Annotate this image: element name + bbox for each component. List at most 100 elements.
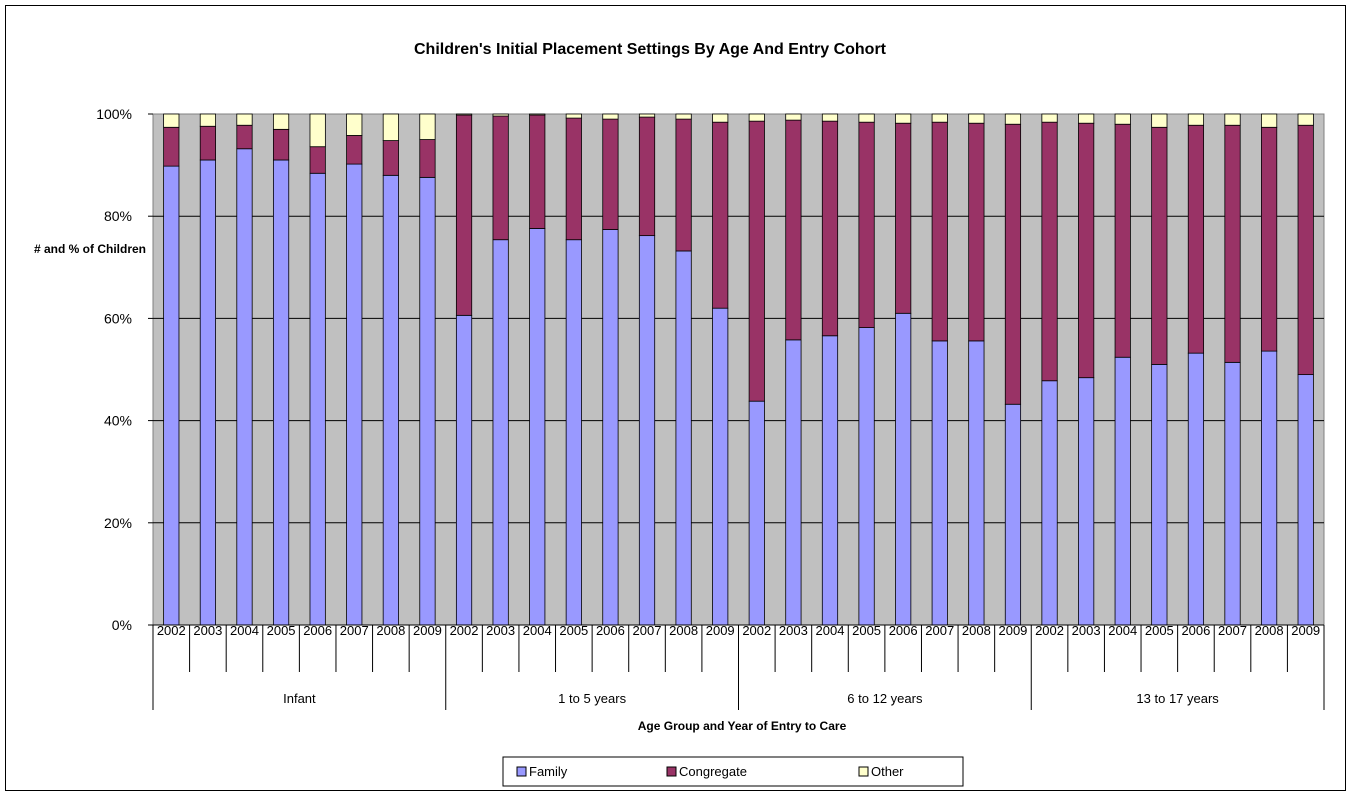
x-group-label: Infant	[283, 691, 316, 706]
x-group-label: 1 to 5 years	[558, 691, 626, 706]
bar-congregate	[748, 120, 765, 402]
bar-congregate	[712, 121, 729, 309]
bar-congregate	[675, 118, 692, 252]
bar-family	[236, 148, 253, 626]
bar-congregate	[455, 114, 473, 316]
bar-other	[1297, 113, 1314, 126]
bar-family	[492, 239, 509, 626]
bar-family	[675, 250, 692, 626]
x-year-label: 2006	[303, 623, 332, 638]
x-year-label: 2008	[376, 623, 405, 638]
x-year-label: 2005	[1145, 623, 1174, 638]
bar-congregate	[602, 118, 619, 230]
bar-other	[968, 113, 985, 124]
bar-other	[419, 113, 436, 140]
bar-congregate	[309, 146, 326, 174]
y-tick-label: 80%	[104, 208, 132, 224]
legend-label-other: Other	[871, 764, 904, 779]
bar-congregate	[1261, 126, 1278, 352]
x-year-label: 2005	[852, 623, 881, 638]
bar-other	[272, 113, 290, 130]
x-group-label: 6 to 12 years	[847, 691, 923, 706]
legend-label-family: Family	[529, 764, 568, 779]
bar-other	[565, 113, 582, 119]
legend-label-congregate: Congregate	[679, 764, 747, 779]
bar-other	[748, 113, 765, 122]
bar-other	[163, 113, 180, 128]
x-year-label: 2009	[413, 623, 442, 638]
y-tick-label: 100%	[96, 106, 132, 122]
bar-family	[748, 400, 765, 626]
x-year-label: 2004	[1108, 623, 1137, 638]
x-year-label: 2004	[230, 623, 259, 638]
bar-other	[236, 113, 253, 126]
legend-box	[502, 756, 964, 787]
bar-other	[1078, 113, 1095, 124]
bar-family	[712, 307, 729, 626]
bar-other	[1041, 113, 1058, 123]
x-year-label: 2007	[340, 623, 369, 638]
x-year-label: 2003	[486, 623, 515, 638]
bar-other	[1261, 113, 1278, 128]
bar-family	[272, 159, 290, 626]
y-tick-label: 0%	[112, 617, 132, 633]
x-year-label: 2009	[706, 623, 735, 638]
bar-other	[712, 113, 729, 123]
bar-other	[492, 113, 509, 117]
x-year-label: 2003	[779, 623, 808, 638]
bar-other	[455, 113, 473, 116]
x-year-label: 2005	[559, 623, 588, 638]
bar-other	[1004, 113, 1022, 125]
bar-congregate	[1224, 124, 1241, 363]
bar-family	[455, 314, 473, 626]
bar-congregate	[931, 121, 948, 342]
bar-congregate	[968, 122, 985, 342]
bar-congregate	[638, 116, 656, 237]
x-year-label: 2002	[742, 623, 771, 638]
bar-other	[785, 113, 802, 121]
y-tick-label: 60%	[104, 310, 132, 326]
bar-congregate	[565, 117, 582, 241]
x-year-label: 2002	[157, 623, 186, 638]
bar-congregate	[272, 128, 290, 161]
bar-family	[1004, 403, 1022, 626]
bar-family	[1297, 374, 1314, 626]
bar-family	[785, 339, 802, 626]
bar-other	[346, 113, 363, 136]
bar-family	[1151, 363, 1168, 626]
bar-family	[602, 229, 619, 626]
bar-other	[895, 113, 912, 124]
bar-other	[529, 113, 546, 116]
bar-other	[602, 113, 619, 120]
x-year-label: 2009	[998, 623, 1027, 638]
bar-congregate	[492, 115, 509, 241]
bar-other	[382, 113, 399, 141]
bar-congregate	[1041, 121, 1058, 382]
bar-congregate	[346, 135, 363, 165]
chart-title: Children's Initial Placement Settings By…	[414, 41, 887, 58]
y-tick-label: 40%	[104, 413, 132, 429]
x-axis-title: Age Group and Year of Entry to Care	[638, 719, 847, 733]
plot-area: 0% 20% 40% 60% 80% 100% 2002 2003 2004 2005 2006 20…	[96, 106, 1325, 710]
x-year-label: 2004	[816, 623, 845, 638]
bar-congregate	[529, 114, 546, 229]
x-year-label: 2003	[1072, 623, 1101, 638]
x-year-label: 2006	[1181, 623, 1210, 638]
x-year-label: 2006	[596, 623, 625, 638]
bar-family	[1041, 380, 1058, 626]
bar-other	[1224, 113, 1241, 126]
bar-congregate	[419, 139, 436, 178]
x-year-label: 2003	[193, 623, 222, 638]
bar-other	[309, 113, 326, 148]
bar-family	[821, 335, 839, 626]
x-year-label: 2007	[1218, 623, 1247, 638]
x-year-label: 2002	[1035, 623, 1064, 638]
bar-congregate	[1004, 123, 1022, 405]
x-year-label: 2008	[1255, 623, 1284, 638]
bar-other	[1114, 113, 1131, 125]
bar-family	[529, 228, 546, 626]
bar-other	[821, 113, 839, 122]
bar-congregate	[895, 122, 912, 314]
bar-other	[638, 113, 656, 118]
